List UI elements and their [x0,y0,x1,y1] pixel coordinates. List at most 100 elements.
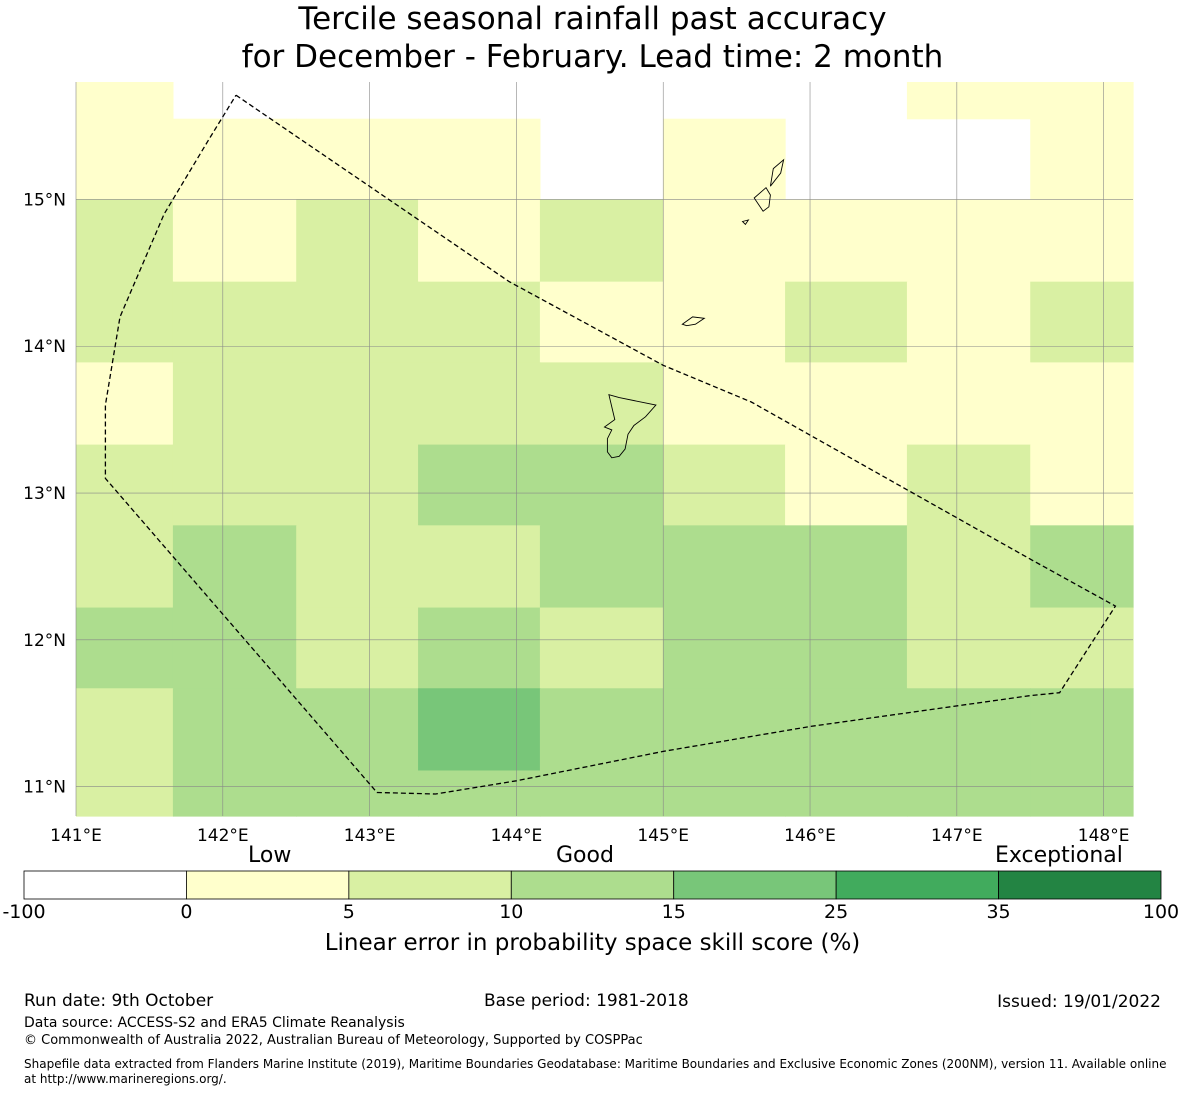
skill-cell [1030,281,1134,363]
skill-cell [418,607,541,689]
skill-cell [296,770,419,817]
skill-cell [172,281,297,363]
skill-cell [785,607,908,689]
skill-cell [418,281,541,363]
colorbar-tick-label: 0 [180,901,193,923]
x-tick-label: 147°E [931,826,983,846]
skill-cell [418,199,541,283]
skill-cell [418,525,541,609]
x-tick-label: 143°E [344,826,396,846]
skill-cell [296,118,419,201]
map-title: Tercile seasonal rainfall past accuracy … [0,0,1185,76]
skill-cell [663,525,786,609]
skill-cell [539,688,664,772]
skill-cell [663,688,786,772]
skill-cell [906,607,1031,689]
skill-cell [418,688,541,772]
y-tick-label: 14°N [23,337,66,357]
skill-cell [663,444,786,526]
skill-cell [906,525,1031,609]
skill-cell [1030,525,1134,609]
skill-cell [418,362,541,446]
shapefile-credit-line1: Shapefile data extracted from Flanders M… [24,1057,1167,1071]
island-outline [769,158,785,187]
shapefile-credit-line2: at http://www.marineregions.org/. [24,1072,227,1086]
skill-cell [539,281,664,363]
skill-cell [906,82,1031,120]
x-tick-label: 146°E [784,826,836,846]
skill-cell [663,199,786,283]
skill-cell [296,607,419,689]
skill-cell [785,770,908,817]
colorbar-tick-label: 15 [661,901,686,923]
skill-cell [906,770,1031,817]
x-tick-label: 144°E [491,826,543,846]
y-axis-ticks: 15°N 14°N 13°N 12°N 11°N [23,190,66,797]
skill-cell [785,525,908,609]
base-period: Base period: 1981-2018 [484,991,689,1011]
map-title-line2: for December - February. Lead time: 2 mo… [241,39,944,75]
island-outline [753,187,771,212]
skill-cell [1030,362,1134,446]
copyright: © Commonwealth of Australia 2022, Austra… [24,1033,643,1048]
skill-cell [539,199,664,283]
colorbar-title: Linear error in probability space skill … [324,930,861,956]
eez-boundary [104,94,1117,795]
map-title-line1: Tercile seasonal rainfall past accuracy [298,1,887,37]
skill-cell [1030,118,1134,201]
colorbar-segment [186,870,350,900]
skill-cell [785,199,908,283]
colorbar-tick-label: -100 [2,901,46,923]
skill-cell [1030,607,1134,689]
skill-cell [663,281,786,363]
skill-cell [906,362,1031,446]
data-source: Data source: ACCESS-S2 and ERA5 Climate … [24,1015,405,1031]
graticule [75,82,1133,816]
map-canvas: 141°E 142°E 143°E 144°E 145°E 146°E 147°E 148°E… [23,82,1134,846]
skill-cell [296,362,419,446]
skill-cell [76,444,174,526]
island-outline [741,219,750,226]
islands [603,158,785,459]
colorbar [23,870,1162,900]
x-axis-ticks: 141°E 142°E 143°E 144°E 145°E 146°E 147°E 148°E [50,826,1129,846]
skill-cell [785,688,908,772]
island-outline [603,394,657,459]
skill-cell [539,444,664,526]
skill-cell [76,607,174,689]
skill-cell [906,199,1031,283]
skill-cell [663,118,786,201]
skill-cell [1030,688,1134,772]
skill-cell [539,770,664,817]
issued-date: Issued: 19/01/2022 [997,992,1161,1012]
y-tick-label: 15°N [23,190,66,210]
x-tick-label: 145°E [637,826,689,846]
skill-cell [76,525,174,609]
skill-cell [76,770,174,817]
skill-cell [76,199,174,283]
run-date: Run date: 9th October [24,991,214,1011]
skill-cell [785,444,908,526]
colorbar-category-exceptional: Exceptional [995,843,1123,868]
skill-cell [172,362,297,446]
skill-cell [172,770,297,817]
skill-cell [539,525,664,609]
skill-cell [539,607,664,689]
skill-cell [76,118,174,201]
x-tick-label: 141°E [50,826,102,846]
x-tick-label: 142°E [197,826,249,846]
skill-cell [172,199,297,283]
skill-cell [663,362,786,446]
skill-cell [539,362,664,446]
colorbar-segment [835,870,999,900]
island-outline [681,316,706,327]
skill-cell [418,444,541,526]
skill-cell [172,444,297,526]
skill-cell [785,281,908,363]
skill-cell [1030,199,1134,283]
y-tick-label: 12°N [23,631,66,651]
skill-cell [172,607,297,689]
skill-cell [76,281,174,363]
skill-cell [663,607,786,689]
skill-cell [418,770,541,817]
